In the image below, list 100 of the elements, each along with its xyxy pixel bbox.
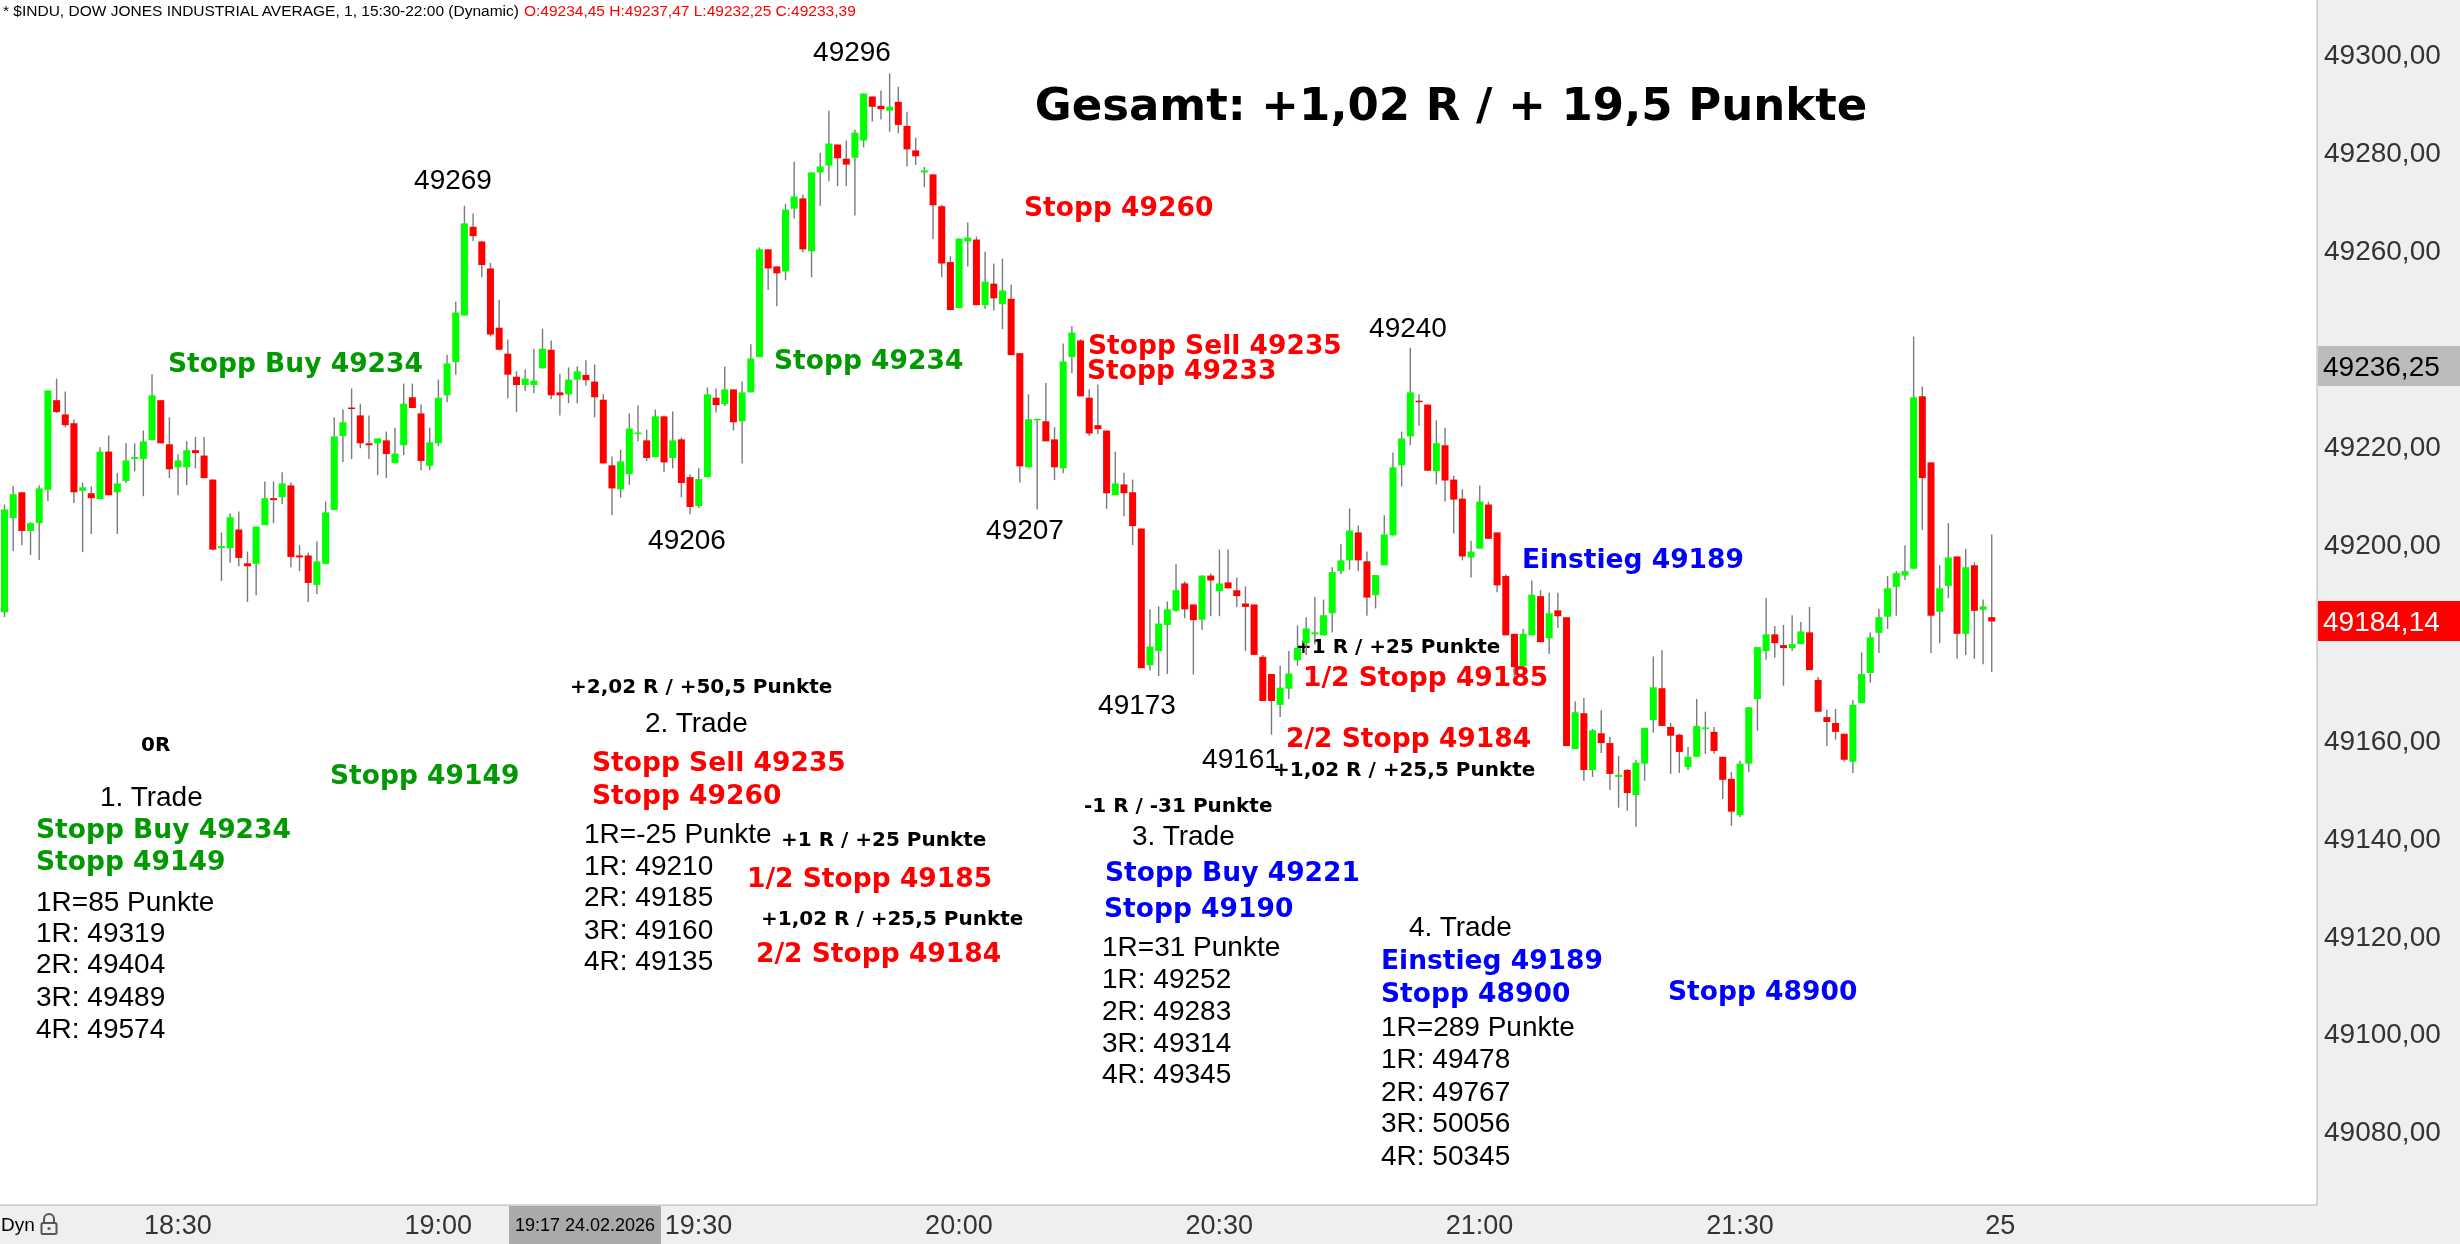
annotation: 49240 xyxy=(1369,311,1447,343)
annotation: 2/2 Stopp 49184 xyxy=(1286,721,1532,753)
y-tick-label: 49140,00 xyxy=(2324,822,2441,854)
annotation: Stopp 48900 xyxy=(1668,974,1858,1006)
annotation: 1/2 Stopp 49185 xyxy=(1303,660,1549,692)
candlestick xyxy=(721,365,729,407)
candlestick xyxy=(9,485,17,552)
annotation: Stopp Sell 49235 xyxy=(592,745,846,777)
candlestick xyxy=(513,370,520,413)
annotation: 3. Trade xyxy=(1132,819,1235,851)
x-tick-label: 21:30 xyxy=(1706,1210,1774,1241)
candlestick xyxy=(478,240,486,278)
annotation: 49173 xyxy=(1098,688,1176,720)
annotation: +1 R / +25 Punkte xyxy=(781,827,987,851)
candlestick xyxy=(1172,563,1180,613)
annotation: 1R=-25 Punkte xyxy=(584,817,772,849)
x-tick-label: 19:30 xyxy=(664,1210,733,1241)
candlestick xyxy=(191,436,199,469)
annotation: Einstieg 49189 xyxy=(1381,943,1603,975)
y-tick-label: 49160,00 xyxy=(2324,724,2441,756)
candlestick xyxy=(504,338,512,399)
text: 19:17 24.02.2026 xyxy=(514,1214,656,1235)
annotation: 4R: 49345 xyxy=(1102,1057,1232,1089)
candlestick xyxy=(1241,585,1249,652)
annotation: +1 R / +25 Punkte xyxy=(1295,634,1501,658)
annotation: 4. Trade xyxy=(1409,910,1512,942)
candlestick xyxy=(79,481,87,553)
candlestick xyxy=(131,442,139,472)
annotation: Stopp Buy 49221 xyxy=(1105,855,1360,887)
candlestick xyxy=(1675,733,1683,774)
candlestick xyxy=(894,86,902,134)
annotation: 1R=289 Punkte xyxy=(1381,1010,1575,1042)
candlestick xyxy=(1684,746,1692,771)
candlestick xyxy=(1823,709,1831,747)
annotation: Stopp 49260 xyxy=(592,778,782,810)
candlestick xyxy=(1936,564,1944,644)
x-tick-label: 19:00 xyxy=(404,1210,473,1241)
candlestick xyxy=(1788,614,1796,652)
annotation: Einstieg 49189 xyxy=(1522,542,1744,574)
x-tick-label: 20:30 xyxy=(1185,1210,1254,1241)
candlestick xyxy=(374,437,382,476)
x-tick-label: 25 xyxy=(1985,1210,2016,1241)
candlestick xyxy=(1189,603,1197,676)
candlestick xyxy=(113,472,121,535)
candlestick xyxy=(1215,548,1223,617)
candlestick xyxy=(382,430,390,479)
annotation: Stopp 49190 xyxy=(1104,891,1294,923)
candlestick xyxy=(469,212,477,242)
annotation: 1R: 49319 xyxy=(36,916,166,948)
candlestick xyxy=(278,471,286,505)
annotation: 4R: 49135 xyxy=(584,944,714,976)
candlestick xyxy=(1372,574,1380,610)
candlestick xyxy=(1320,598,1328,637)
candlestick xyxy=(122,442,130,484)
x-tick-label: 18:30 xyxy=(144,1210,212,1241)
candlestick xyxy=(313,540,321,595)
annotation: 3R: 49489 xyxy=(36,980,166,1012)
y-tick-label: 49260,00 xyxy=(2324,234,2441,266)
candlestick xyxy=(1875,608,1883,654)
y-tick-label: 49120,00 xyxy=(2324,920,2441,952)
annotation: 49207 xyxy=(986,513,1064,545)
candlestick xyxy=(1988,533,1996,673)
annotation: 2. Trade xyxy=(645,706,748,738)
candlestick xyxy=(1762,597,1770,661)
annotation: 49269 xyxy=(414,163,492,195)
annotation: Stopp Buy 49234 xyxy=(168,346,423,378)
x-tick-label: 21:00 xyxy=(1445,1210,1514,1241)
candlestick xyxy=(1233,576,1241,608)
candlestick xyxy=(1710,726,1718,755)
annotation: 1R=31 Punkte xyxy=(1102,930,1281,962)
y-tick-label: 49220,00 xyxy=(2324,430,2441,462)
annotation: 3R: 50056 xyxy=(1381,1106,1511,1138)
candlestick xyxy=(1120,471,1128,517)
annotation: 49296 xyxy=(813,35,891,67)
candlestick xyxy=(1779,624,1787,687)
candlestick xyxy=(712,387,720,414)
annotation: Stopp 49234 xyxy=(774,343,964,375)
x-tick-label: 20:00 xyxy=(925,1210,993,1241)
candlestick xyxy=(426,426,434,471)
candlestick xyxy=(1719,756,1727,800)
candlestick xyxy=(1667,722,1675,775)
annotation: 2R: 49767 xyxy=(1381,1075,1511,1107)
candlestick xyxy=(842,139,850,187)
candlestick xyxy=(296,544,304,572)
candlestick xyxy=(1224,548,1232,589)
annotation: Stopp 49149 xyxy=(330,758,520,790)
annotation: 2R: 49404 xyxy=(36,947,166,979)
candlestick xyxy=(565,366,573,404)
candlestick xyxy=(643,428,651,462)
text: Dyn xyxy=(1,1214,35,1235)
candlestick xyxy=(243,550,251,603)
candlestick xyxy=(1163,600,1171,675)
candlestick xyxy=(912,136,920,166)
text: 49184,14 xyxy=(2323,605,2440,637)
annotation: 3R: 49314 xyxy=(1102,1026,1232,1058)
annotation: 1R=85 Punkte xyxy=(36,885,215,917)
candlestick xyxy=(1623,768,1631,812)
annotation: 2R: 49283 xyxy=(1102,994,1232,1026)
candlestick xyxy=(27,521,35,556)
chart-title: * $INDU, DOW JONES INDUSTRIAL AVERAGE, 1, 15:30-22:00 (Dynamic) xyxy=(3,2,519,19)
